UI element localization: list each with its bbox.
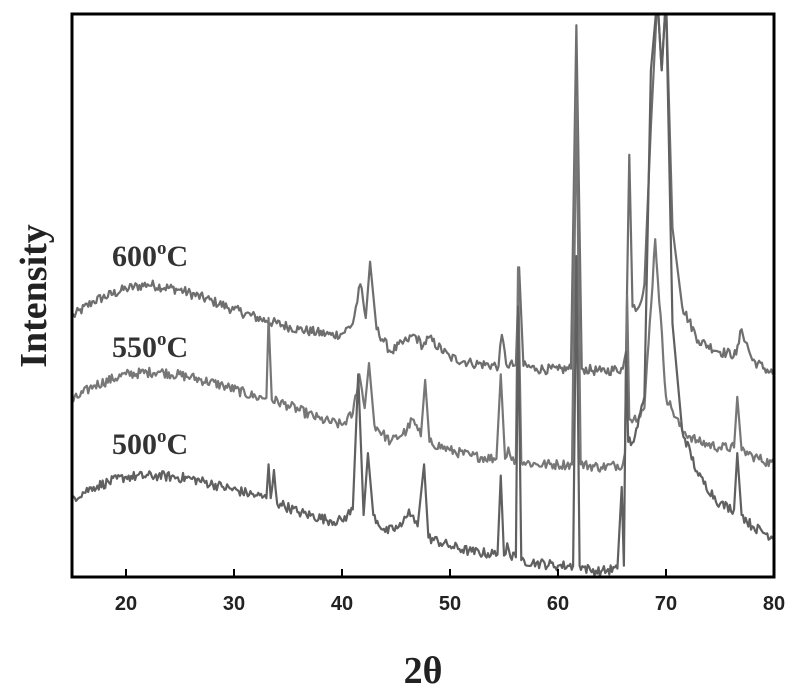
series-label-0: 600oC — [112, 238, 188, 273]
series-line-2 — [72, 14, 774, 577]
x-tick-label: 20 — [115, 593, 137, 615]
x-axis: 20 30 40 50 60 70 80 — [115, 569, 785, 615]
series-label-1: 550oC — [112, 329, 188, 364]
series-line-1 — [72, 97, 774, 473]
x-tick-label: 60 — [547, 593, 569, 615]
series-line-0 — [72, 14, 774, 377]
x-tick-label: 30 — [223, 593, 245, 615]
x-tick-label: 80 — [763, 593, 785, 615]
x-tick-label: 40 — [331, 593, 353, 615]
x-tick-label: 50 — [439, 593, 461, 615]
y-axis-title: Intensity — [13, 224, 55, 368]
plot-frame — [70, 12, 776, 579]
x-axis-title: 2θ — [404, 650, 443, 692]
series-labels: 600oC 550oC 500oC — [112, 238, 188, 461]
series-label-2: 500oC — [112, 426, 188, 461]
series-layer — [72, 14, 774, 577]
x-tick-label: 70 — [655, 593, 677, 615]
